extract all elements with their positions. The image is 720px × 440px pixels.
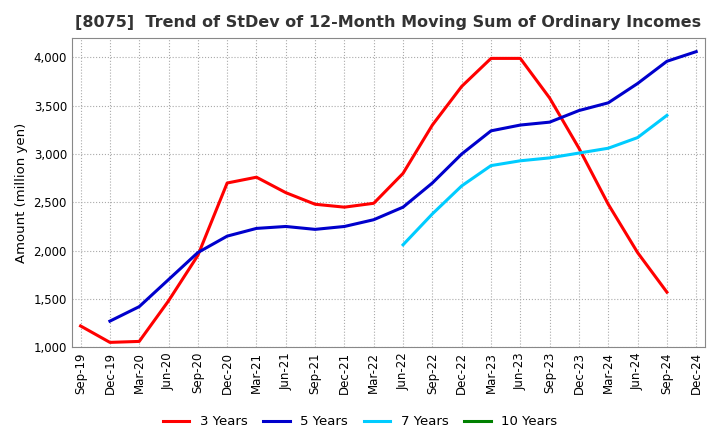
Y-axis label: Amount (million yen): Amount (million yen) [15,122,28,263]
Title: [8075]  Trend of StDev of 12-Month Moving Sum of Ordinary Incomes: [8075] Trend of StDev of 12-Month Moving… [76,15,701,30]
Legend: 3 Years, 5 Years, 7 Years, 10 Years: 3 Years, 5 Years, 7 Years, 10 Years [158,410,562,433]
